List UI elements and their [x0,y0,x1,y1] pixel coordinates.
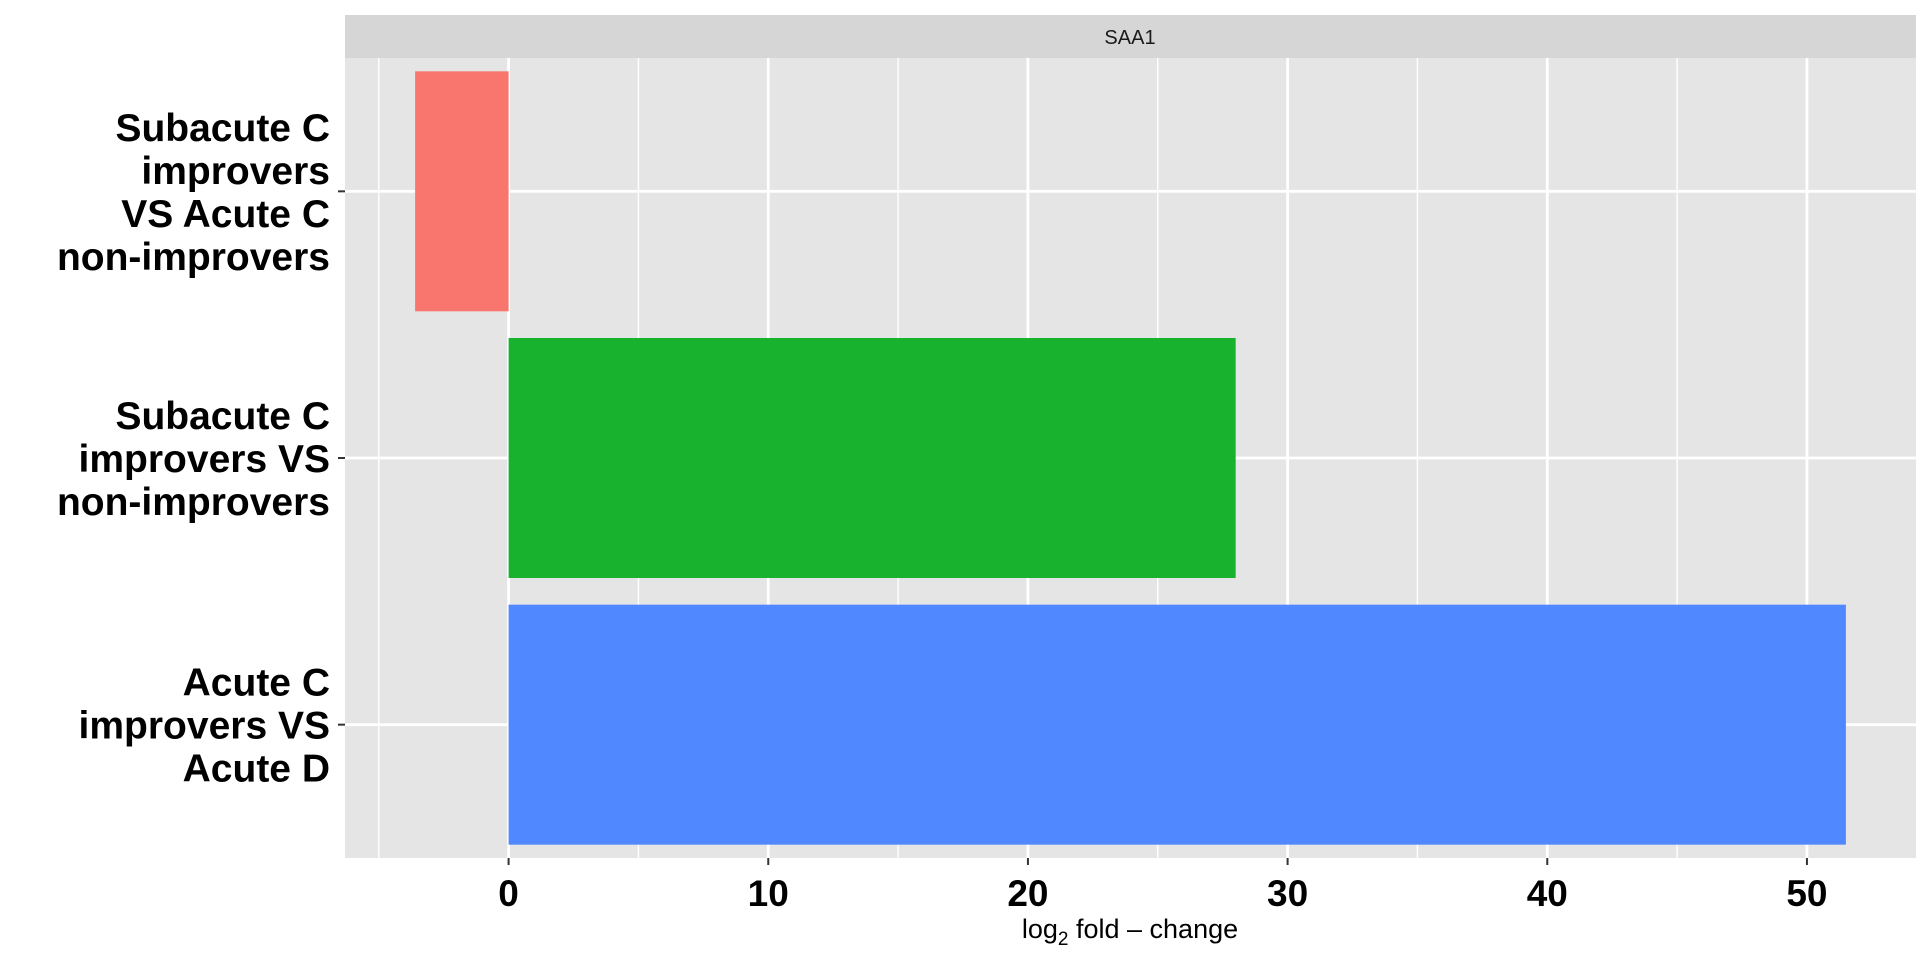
y-category-label-line: VS Acute C [121,193,330,236]
bar [508,604,1846,845]
y-category-label-line: non-improvers [57,481,330,524]
y-category-label-line: improvers VS [79,438,330,481]
y-category-label-line: improvers [141,150,330,193]
x-tick-label: 20 [1007,873,1048,914]
y-category-label-line: non-improvers [57,236,330,279]
y-category-label-line: Subacute C [115,107,330,150]
y-category-label-line: Acute D [183,748,330,791]
y-category-label-line: Acute C [183,662,330,705]
bar [508,338,1236,578]
facet-strip-label: SAA1 [1104,27,1155,49]
x-axis: 0 10 20 30 40 50 [498,858,1828,914]
x-tick-label: 40 [1527,873,1568,914]
x-tick-label: 0 [498,873,519,914]
x-tick-label: 10 [748,873,789,914]
x-axis-title: log2 fold – change [1022,914,1238,950]
y-category-label-line: improvers VS [79,705,330,748]
strip-background [345,15,1916,58]
x-tick-label: 30 [1267,873,1308,914]
y-category-label-line: Subacute C [115,395,330,438]
bars [415,71,1846,845]
bar [415,71,509,312]
x-tick-label: 50 [1786,873,1827,914]
